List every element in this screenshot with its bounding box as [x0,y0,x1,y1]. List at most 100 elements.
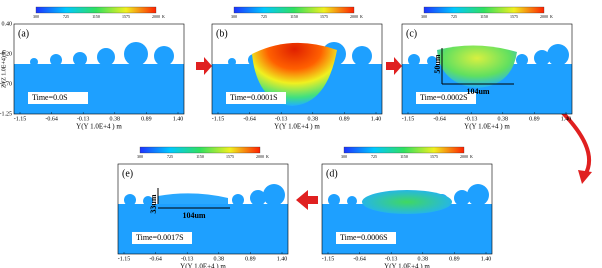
x-tick-label: -0.64 [45,116,58,122]
x-axis-label: Y(Y 1.0E+4 ) m [464,123,510,131]
powder [124,42,148,66]
powder [547,44,569,66]
x-tick-label: -0.64 [433,116,446,122]
x-axis-label: Y(Y 1.0E+4 ) m [384,263,430,268]
time-label: Time=0.0002S [420,93,468,102]
powder [467,184,489,206]
colorbar-tick: 1575 [226,154,234,159]
x-tick-label: 0.89 [245,256,256,262]
colorbar-tick: 300 [33,14,39,19]
colorbar-unit: K [550,14,553,19]
melt-pool [252,42,337,106]
x-tick-label: 1.40 [277,256,288,262]
colorbar-unit: K [266,154,269,159]
colorbar-tick: 725 [261,14,267,19]
colorbar [139,146,261,154]
colorbar-tick: 1575 [430,154,438,159]
panel-label: (b) [216,28,228,39]
colorbar-tick: 1575 [320,14,328,19]
colorbar-unit: K [360,14,363,19]
x-tick-label: -0.13 [385,256,398,262]
colorbar-tick: 1150 [290,14,298,19]
x-tick-label: -1.15 [402,116,415,122]
x-tick-label: 0.38 [308,116,319,122]
powder [232,194,244,206]
panel-label: (a) [18,28,29,39]
colorbar-tick: 300 [421,14,427,19]
panel-label: (e) [122,168,133,179]
colorbar-tick: 300 [341,154,347,159]
x-tick-label: -0.13 [275,116,288,122]
colorbar-tick: 725 [167,154,173,159]
powder [124,194,136,206]
powder [408,54,420,66]
colorbar-unit: K [470,154,473,159]
depth-label: 33um [149,194,158,213]
width-label: 104um [182,211,205,220]
x-tick-label: -1.15 [212,116,225,122]
x-tick-label: -1.15 [322,256,335,262]
x-tick-label: 1.40 [561,116,572,122]
melt-pool [362,190,452,214]
frame [401,23,573,115]
powder [516,54,528,66]
x-axis-label: Y(Y 1.0E+4 ) m [180,263,226,268]
colorbar-tick: 725 [371,154,377,159]
colorbar-tick: 1575 [510,14,518,19]
x-tick-label: -0.13 [465,116,478,122]
panel-label: (c) [406,28,417,39]
x-tick-label: -0.64 [243,116,256,122]
powder [263,184,285,206]
x-tick-label: -0.64 [149,256,162,262]
powder [154,46,174,66]
powder [250,190,266,206]
colorbar-tick: 2000 [152,14,160,19]
colorbar-tick: 1150 [92,14,100,19]
powder [228,58,236,66]
powder [97,48,115,66]
time-box [416,92,476,104]
x-tick-label: -0.64 [353,256,366,262]
x-tick-label: 0.38 [418,256,429,262]
x-tick-label: 1.40 [173,116,184,122]
powder [50,54,62,66]
powder [534,50,550,66]
melt-pool [158,193,228,204]
frame [13,23,185,115]
colorbar [35,6,157,14]
time-box [226,92,286,104]
time-box [336,232,396,244]
depth-label: 50um [433,54,442,73]
powder [30,58,38,66]
width-label: 104um [466,87,489,96]
colorbar-tick: 2000 [350,14,358,19]
powder [328,194,340,206]
x-tick-label: 0.38 [110,116,121,122]
colorbar-tick: 300 [231,14,237,19]
powder [427,56,437,66]
colorbar-tick: 2000 [256,154,264,159]
colorbar-tick: 2000 [460,154,468,159]
panel-label: (d) [326,168,338,179]
x-tick-label: 0.89 [529,116,540,122]
time-label: Time=0.0017S [136,233,184,242]
colorbar-tick: 2000 [540,14,548,19]
colorbar-tick: 1150 [480,14,488,19]
y-tick-label: 0.40 [2,21,13,27]
panel: 300 725 1150 1575 2000 K (c) Time=0.0002S 50um 10… [401,6,573,131]
time-label: Time=0.0001S [230,93,278,102]
y-tick-label: -1.25 [0,111,12,117]
domain [118,204,288,254]
colorbar-tick: 725 [451,14,457,19]
panel: 300 725 1150 1575 2000 K (b) Time=0.0001S -1.15 -… [211,6,383,131]
time-label: Time=0.0006S [340,233,388,242]
x-tick-label: -0.13 [181,256,194,262]
powder [454,190,470,206]
colorbar-tick: 1150 [196,154,204,159]
colorbar-tick: 1575 [122,14,130,19]
x-axis-label: Y(Y 1.0E+4 ) m [76,123,122,131]
frame [321,163,493,255]
panel: 300 725 1150 1575 2000 K (a) Time=0.0S -1.15 -0.6… [0,6,185,131]
powder [143,196,153,206]
